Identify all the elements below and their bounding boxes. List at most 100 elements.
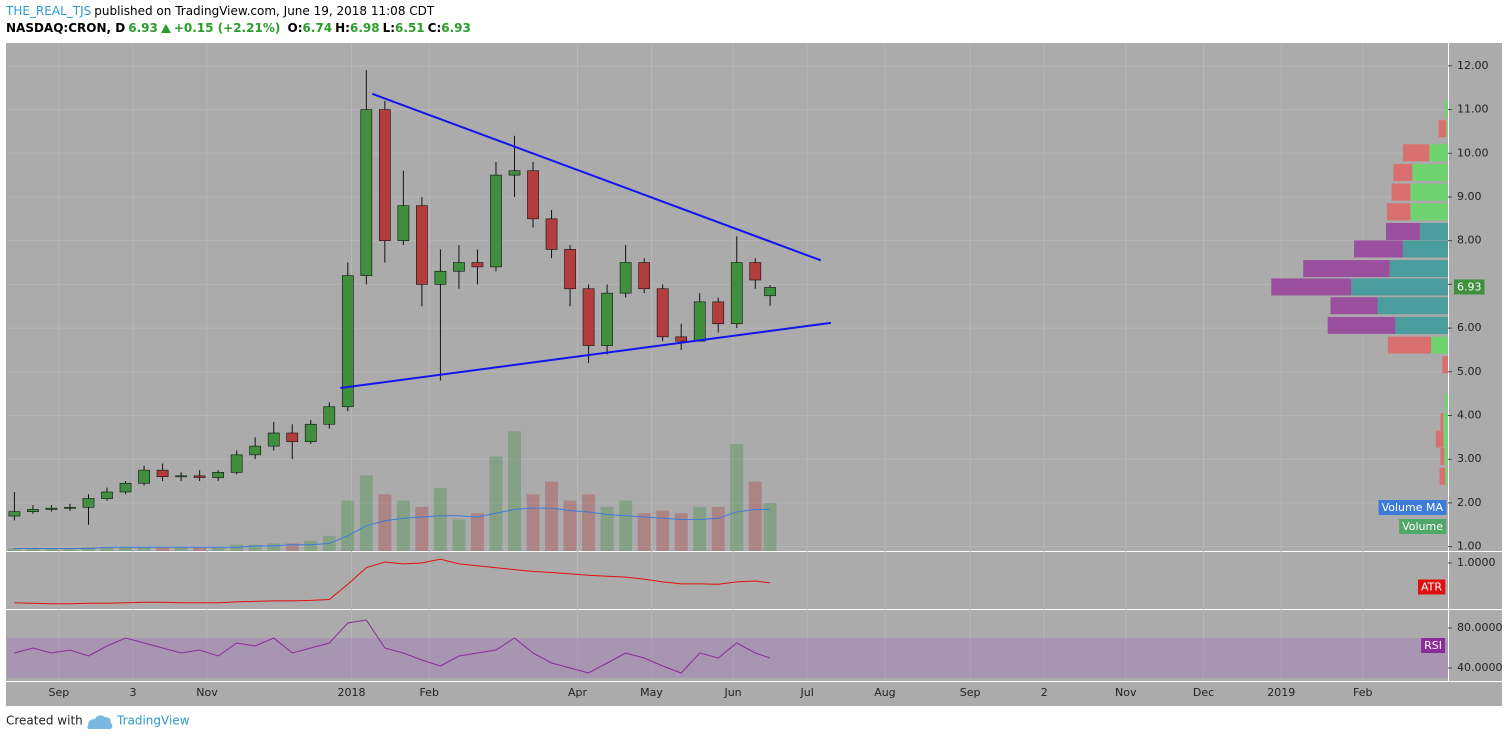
profile-up bbox=[1377, 297, 1448, 315]
profile-down bbox=[1440, 448, 1445, 466]
volume-bar bbox=[304, 540, 318, 551]
x-tick-label: Jun bbox=[723, 686, 741, 699]
volume-bar bbox=[433, 488, 447, 551]
volume-bar bbox=[378, 494, 392, 551]
indicator-name: ATR bbox=[1421, 581, 1442, 594]
volume-bar bbox=[526, 494, 540, 551]
badge: Volume MA bbox=[1378, 500, 1447, 515]
candle-body bbox=[397, 205, 410, 241]
profile-down bbox=[1354, 240, 1403, 258]
candle-body bbox=[434, 270, 447, 285]
ohlc-label: O: bbox=[287, 21, 303, 35]
candle-body bbox=[490, 174, 502, 268]
volume-bar bbox=[100, 547, 114, 551]
volume-bar bbox=[637, 513, 651, 551]
up-arrow bbox=[160, 24, 171, 33]
candle-body bbox=[416, 205, 428, 285]
badge-text: Volume MA bbox=[1382, 501, 1444, 514]
profile-down bbox=[1393, 163, 1413, 181]
volume-ma-line bbox=[14, 507, 771, 549]
ohlc-value: 6.51 bbox=[395, 21, 425, 35]
label-badge bbox=[1421, 638, 1445, 653]
indicator-label: RSI bbox=[1421, 638, 1445, 653]
profile-down bbox=[1402, 144, 1430, 162]
ohlc-value: 6.93 bbox=[441, 21, 471, 35]
profile-down bbox=[1440, 413, 1444, 431]
volume-bar bbox=[415, 506, 429, 551]
volume-bar bbox=[693, 506, 707, 551]
x-tick-label: Feb bbox=[1353, 686, 1372, 699]
profile-up bbox=[1389, 260, 1448, 278]
trendline bbox=[371, 92, 822, 262]
ohlc-label: H: bbox=[335, 21, 350, 35]
volume-bar bbox=[63, 548, 77, 551]
profile-down bbox=[1442, 356, 1448, 374]
volume-bar bbox=[748, 481, 762, 551]
badge-background bbox=[1454, 279, 1485, 295]
profile-up bbox=[1443, 430, 1448, 448]
ohlc-label: L: bbox=[382, 21, 396, 35]
tradingview-logo bbox=[87, 715, 113, 729]
profile-up bbox=[1395, 316, 1448, 334]
candle-body bbox=[764, 287, 776, 297]
y-tick-label: 8.00 bbox=[1457, 234, 1482, 247]
volume-bar bbox=[656, 510, 670, 551]
candle-body bbox=[212, 472, 225, 478]
candle-body bbox=[286, 432, 299, 443]
volume-bar bbox=[137, 547, 151, 551]
volume-bar bbox=[359, 475, 373, 551]
last-price: 6.93 bbox=[128, 21, 158, 35]
volume-bar bbox=[730, 443, 744, 551]
profile-up bbox=[1443, 413, 1448, 431]
label-badge bbox=[1417, 579, 1446, 595]
x-tick-label: Jul bbox=[800, 686, 814, 699]
chart-background bbox=[6, 43, 1502, 706]
profile-down bbox=[1435, 430, 1444, 448]
rsi-band bbox=[7, 638, 1448, 678]
volume-bar bbox=[563, 500, 577, 551]
y-tick-label: 12.00 bbox=[1457, 59, 1489, 72]
x-tick-label: 2019 bbox=[1267, 686, 1295, 699]
ohlc-label: C: bbox=[427, 21, 442, 35]
candle-body bbox=[8, 511, 21, 517]
x-tick-label: Sep bbox=[48, 686, 69, 699]
volume-bar bbox=[545, 481, 559, 551]
candle-body bbox=[582, 288, 595, 346]
candle-body bbox=[156, 469, 169, 477]
footer-brand[interactable]: TradingView bbox=[116, 714, 190, 728]
profile-down bbox=[1439, 467, 1446, 485]
x-tick-label: 2 bbox=[1041, 686, 1048, 699]
profile-down bbox=[1391, 183, 1411, 201]
candle-body bbox=[545, 218, 558, 250]
profile-down bbox=[1271, 278, 1352, 296]
volume-bar bbox=[763, 503, 777, 551]
candle-body bbox=[712, 301, 725, 325]
badge-text: Volume bbox=[1402, 520, 1443, 533]
volume-bar bbox=[341, 500, 355, 551]
volume-bar bbox=[582, 494, 596, 551]
volume-bar bbox=[508, 431, 521, 551]
candle-body bbox=[564, 249, 576, 290]
candle-body bbox=[267, 432, 280, 447]
badge-background bbox=[1378, 500, 1447, 515]
y-tick-label: 5.00 bbox=[1457, 365, 1482, 378]
x-tick-label: Dec bbox=[1193, 686, 1214, 699]
profile-up bbox=[1410, 203, 1448, 221]
candle-body bbox=[45, 507, 58, 510]
author[interactable]: THE_REAL_TJS bbox=[6, 4, 92, 18]
candle-body bbox=[675, 336, 688, 342]
header-line: NASDAQ:CRON, D 6.93 +0.15 (+2.21%) O:6.74 H… bbox=[6, 21, 477, 35]
badge: 6.93 bbox=[1454, 279, 1485, 295]
y-tick-label: 6.00 bbox=[1457, 321, 1482, 334]
candle-body bbox=[304, 423, 317, 443]
candle-body bbox=[27, 509, 39, 512]
ohlc-value: 6.74 bbox=[302, 21, 333, 35]
x-tick-label: Nov bbox=[196, 686, 218, 699]
y-tick-label: 3.00 bbox=[1457, 452, 1482, 465]
y-tick-label: 4.00 bbox=[1457, 409, 1482, 422]
y-tick-label: 40.0000 bbox=[1457, 661, 1503, 674]
volume-bar bbox=[470, 513, 484, 551]
indicator-label: ATR bbox=[1417, 579, 1446, 595]
ohlc: O:6.74 H:6.98 L:6.51 C:6.93 bbox=[288, 21, 474, 35]
